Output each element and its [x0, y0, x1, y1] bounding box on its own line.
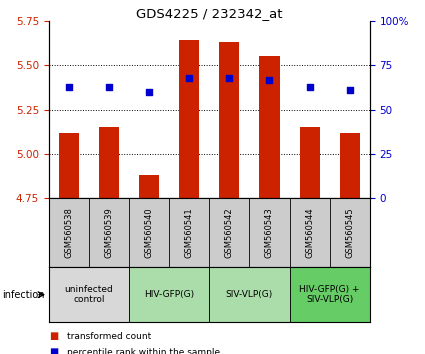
Bar [49, 267, 129, 322]
Bar [59, 133, 79, 198]
Text: GSM560542: GSM560542 [225, 207, 234, 258]
Bar [340, 133, 360, 198]
Point [106, 84, 113, 90]
Text: HIV-GFP(G) +
SIV-VLP(G): HIV-GFP(G) + SIV-VLP(G) [299, 285, 360, 304]
Point [226, 75, 233, 81]
Text: SIV-VLP(G): SIV-VLP(G) [226, 290, 273, 299]
Text: GSM560543: GSM560543 [265, 207, 274, 258]
Bar [129, 267, 209, 322]
Bar [209, 267, 289, 322]
Text: GSM560540: GSM560540 [144, 207, 154, 258]
Title: GDS4225 / 232342_at: GDS4225 / 232342_at [136, 7, 283, 20]
Text: HIV-GFP(G): HIV-GFP(G) [144, 290, 194, 299]
Bar [259, 56, 280, 198]
Text: infection: infection [2, 290, 45, 300]
Bar [219, 42, 239, 198]
Text: transformed count: transformed count [67, 332, 151, 341]
Text: GSM560541: GSM560541 [185, 207, 194, 258]
Bar [289, 267, 370, 322]
Text: GSM560545: GSM560545 [345, 207, 354, 258]
Text: uninfected
control: uninfected control [65, 285, 113, 304]
Point [346, 87, 353, 93]
Bar [139, 175, 159, 198]
Point [306, 84, 313, 90]
Text: GSM560538: GSM560538 [65, 207, 74, 258]
Text: GSM560544: GSM560544 [305, 207, 314, 258]
Bar [99, 127, 119, 198]
Text: ■: ■ [49, 331, 58, 341]
Point [146, 89, 153, 95]
Text: percentile rank within the sample: percentile rank within the sample [67, 348, 220, 354]
Point [186, 75, 193, 81]
Point [65, 84, 72, 90]
Bar [300, 127, 320, 198]
Point [266, 77, 273, 82]
Text: GSM560539: GSM560539 [105, 207, 113, 258]
Text: ■: ■ [49, 347, 58, 354]
Bar [179, 40, 199, 198]
